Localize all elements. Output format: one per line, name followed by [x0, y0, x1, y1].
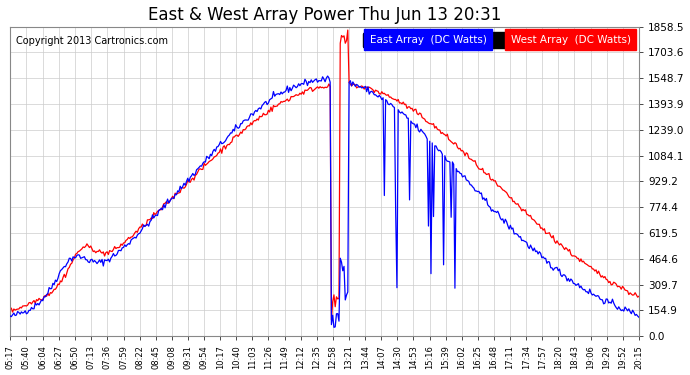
Text: Copyright 2013 Cartronics.com: Copyright 2013 Cartronics.com — [17, 36, 168, 46]
Title: East & West Array Power Thu Jun 13 20:31: East & West Array Power Thu Jun 13 20:31 — [148, 6, 501, 24]
Legend: East Array  (DC Watts), West Array  (DC Watts): East Array (DC Watts), West Array (DC Wa… — [364, 32, 633, 48]
